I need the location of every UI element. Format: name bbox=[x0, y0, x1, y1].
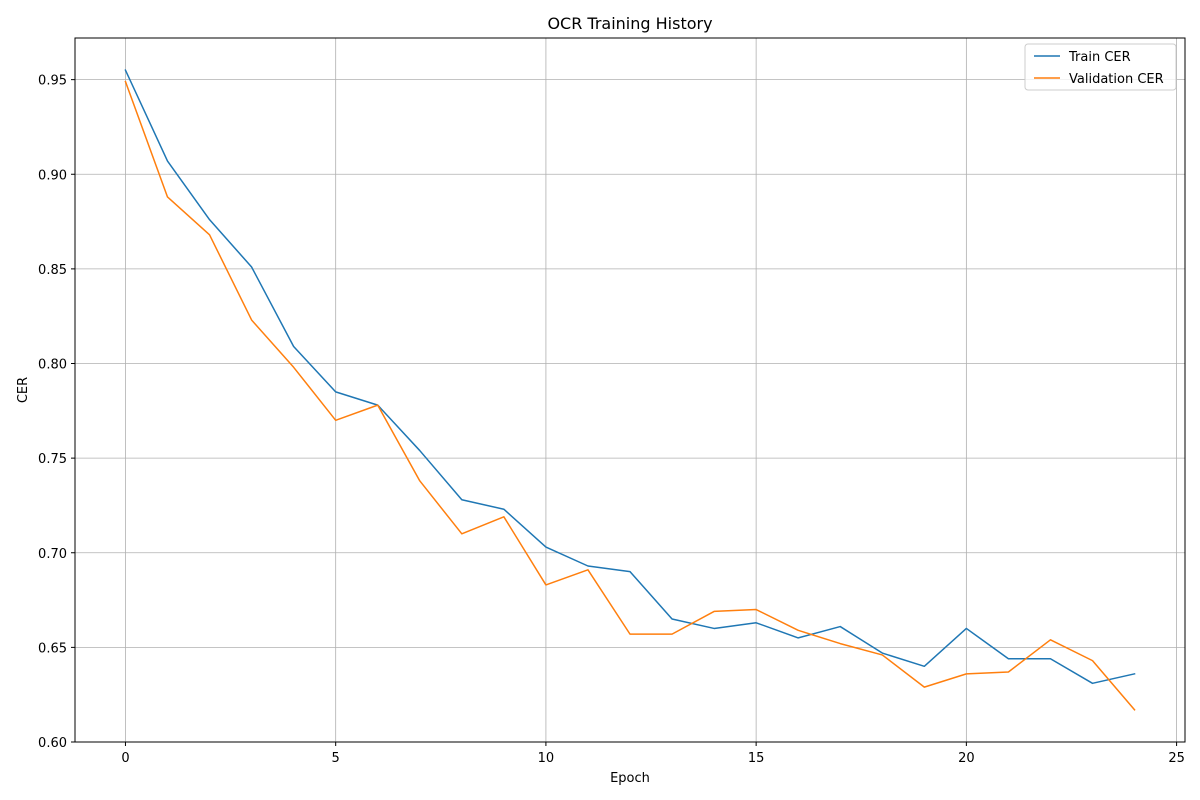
y-tick-label: 0.65 bbox=[38, 641, 67, 656]
x-tick-label: 15 bbox=[748, 751, 765, 766]
x-tick-label: 5 bbox=[332, 751, 340, 766]
legend-label-train-cer: Train CER bbox=[1068, 50, 1131, 65]
plot-series bbox=[124, 69, 1136, 711]
x-axis-label: Epoch bbox=[610, 771, 650, 786]
x-tick-label: 25 bbox=[1168, 751, 1185, 766]
y-tick-label: 0.85 bbox=[38, 263, 67, 278]
legend-box bbox=[1024, 43, 1177, 91]
y-tick-label: 0.75 bbox=[38, 452, 67, 467]
series-line-validation-cer bbox=[124, 80, 1136, 711]
x-tick-label: 0 bbox=[121, 751, 129, 766]
grid bbox=[75, 38, 1185, 743]
legend-label-validation-cer: Validation CER bbox=[1069, 72, 1164, 87]
y-axis-label: CER bbox=[16, 377, 31, 403]
chart-title: OCR Training History bbox=[547, 14, 712, 33]
legend: Train CER Validation CER bbox=[1024, 43, 1177, 91]
x-tick-label: 20 bbox=[958, 751, 975, 766]
y-tick-label: 0.70 bbox=[38, 547, 67, 562]
y-tick-label: 0.95 bbox=[38, 74, 67, 89]
x-tick-label: 10 bbox=[538, 751, 555, 766]
y-tick-label: 0.60 bbox=[38, 736, 67, 751]
y-tick-label: 0.80 bbox=[38, 358, 67, 373]
series-line-train-cer bbox=[124, 69, 1136, 685]
axis-ticks: 0 5 10 15 20 25 0.60 0.65 0.70 0.75 0.80 0.85 0.90 0.… bbox=[38, 74, 1185, 766]
plot-area-frame bbox=[74, 37, 1186, 743]
y-tick-label: 0.90 bbox=[38, 168, 67, 183]
